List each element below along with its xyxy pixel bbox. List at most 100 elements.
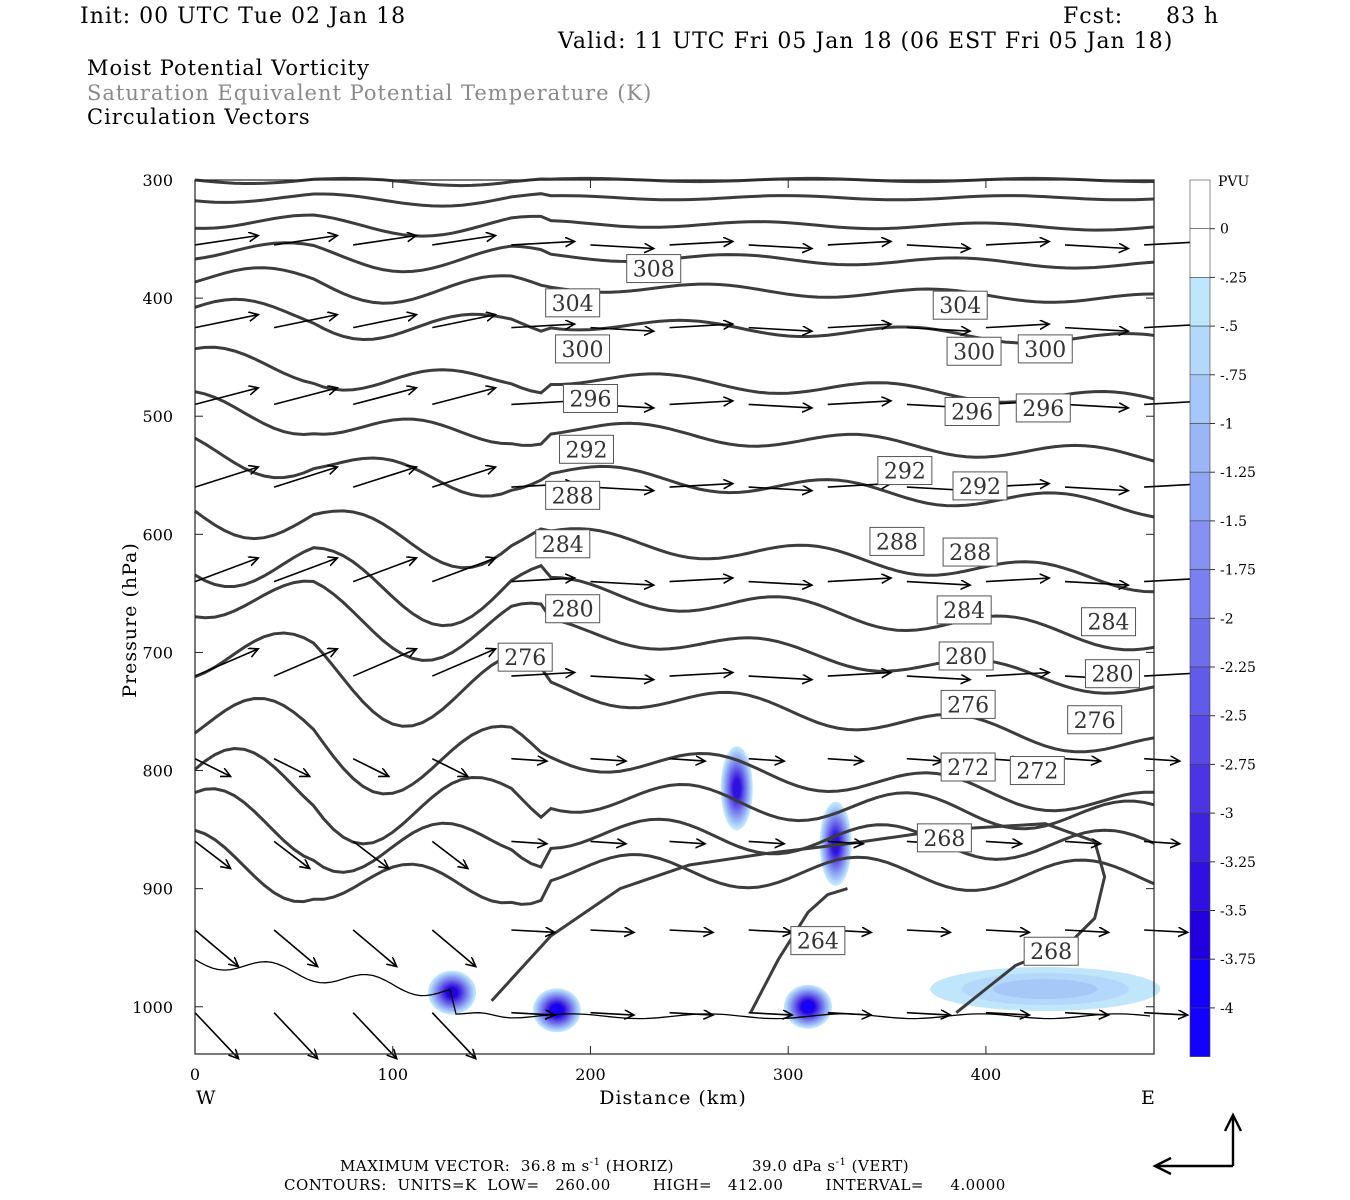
circulation-vector	[748, 582, 812, 586]
circulation-vector	[273, 315, 337, 329]
theta-es-isoline	[194, 213, 1155, 238]
circulation-vector	[985, 1013, 1030, 1015]
colorbar-swatch	[1189, 520, 1211, 570]
contour-label-box	[940, 689, 996, 719]
circulation-vector	[669, 578, 733, 582]
circulation-vector	[511, 241, 574, 245]
colorbar-swatch	[1189, 325, 1211, 376]
circulation-vector	[431, 758, 468, 777]
contour-label-text: 288	[949, 541, 991, 566]
contour-label-box	[1009, 756, 1065, 786]
y-tick-label: 300	[142, 171, 173, 190]
circulation-vector	[352, 388, 416, 406]
contour-label: 272	[940, 752, 996, 782]
contour-label-box	[942, 537, 998, 567]
circulation-vector	[1064, 404, 1128, 408]
theta-es-isoline	[194, 579, 1155, 695]
colorbar-label: -3.25	[1220, 855, 1256, 871]
colorbar-swatch	[1189, 764, 1211, 814]
circulation-vector	[748, 328, 812, 332]
contour-label-box	[559, 434, 615, 464]
circulation-vectors	[194, 236, 1207, 1059]
contour-label-box	[946, 336, 1002, 366]
contour-info-line: CONTOURS: UNITS=K LOW= 260.00 HIGH= 412.…	[284, 1176, 1006, 1194]
circulation-vector	[1064, 841, 1101, 843]
circulation-vector	[985, 578, 1049, 582]
circulation-vector	[511, 930, 555, 932]
circulation-vector	[1064, 759, 1101, 761]
theta-es-isoline	[194, 787, 1155, 874]
y-tick-label: 800	[142, 762, 173, 781]
circulation-vector	[590, 328, 653, 332]
surface-line	[194, 958, 1151, 1020]
reference-vector	[1152, 1112, 1243, 1176]
colorbar-label: -3.5	[1220, 904, 1247, 920]
theta-es-contours	[194, 176, 1155, 1020]
circulation-vector	[827, 401, 891, 405]
contour-label-box	[626, 254, 682, 284]
circulation-vector	[194, 236, 258, 246]
field-title-mpv: Moist Potential Vorticity	[87, 56, 370, 80]
circulation-vector	[273, 929, 318, 967]
circulation-vector	[985, 930, 1030, 932]
circulation-vector	[511, 673, 574, 677]
contour-label: 304	[932, 290, 988, 320]
colorbar-label: -2.5	[1220, 709, 1247, 725]
colorbar-title: PVU	[1218, 174, 1250, 190]
circulation-vector	[511, 1013, 555, 1015]
circulation-vector	[432, 467, 495, 488]
circulation-vector	[906, 328, 970, 332]
contour-label-text: 300	[562, 338, 604, 363]
circulation-vector	[352, 840, 389, 868]
valid-time: Valid: 11 UTC Fri 05 Jan 18 (06 EST Fri …	[558, 29, 1174, 54]
contour-label: 288	[869, 526, 925, 556]
contour-label: 300	[1017, 334, 1073, 364]
colorbar-label: -2.25	[1220, 660, 1256, 676]
y-tick-label: 600	[142, 525, 173, 544]
contour-label-text: 268	[923, 827, 965, 852]
field-title-theta-es: Saturation Equivalent Potential Temperat…	[87, 81, 653, 105]
circulation-vector	[985, 673, 1049, 677]
theta-es-isoline	[194, 192, 1155, 208]
contour-label-box	[936, 595, 992, 625]
circulation-vector	[194, 558, 258, 583]
contour-label-text: 284	[542, 533, 584, 558]
colorbar-swatch	[1189, 812, 1211, 863]
circulation-vector	[273, 467, 337, 488]
contour-label: 280	[1084, 659, 1140, 689]
colorbar-swatch	[1189, 471, 1211, 522]
contour-label-text: 296	[1022, 397, 1064, 422]
contour-label-box	[877, 456, 933, 486]
colorbar-label: -1	[1220, 417, 1234, 433]
contour-label: 292	[952, 471, 1008, 501]
circulation-vector	[352, 649, 416, 677]
circulation-vector	[194, 840, 231, 868]
x-tick-label: 300	[773, 1065, 804, 1084]
circulation-vector	[194, 467, 258, 488]
circulation-vector	[1144, 930, 1188, 932]
circulation-vector	[906, 582, 970, 586]
contour-label-text: 272	[947, 756, 989, 781]
contour-label-box	[555, 334, 611, 364]
contour-label-text: 304	[552, 292, 594, 317]
circulation-vector	[352, 929, 397, 967]
theta-es-isoline	[490, 822, 1107, 1002]
circulation-vector	[1144, 759, 1180, 761]
colorbar-label: -.5	[1220, 319, 1238, 335]
circulation-vector	[273, 1012, 318, 1059]
circulation-vector	[431, 649, 495, 677]
circulation-vector	[669, 1013, 714, 1015]
circulation-vector	[669, 241, 733, 245]
circulation-vector	[1064, 487, 1128, 491]
theta-es-isoline	[194, 631, 1155, 754]
contour-label-box	[790, 926, 846, 956]
circulation-vector	[194, 1012, 239, 1059]
circulation-vector	[273, 236, 337, 246]
circulation-vector	[194, 388, 258, 406]
colorbar: 0 -.25 -.5 -.75 -1 -1.25 -1.5 -1.75 -2 -2.25 -2.5 -…	[1189, 179, 1256, 1057]
contour-label-box	[938, 641, 994, 671]
y-tick-label: 1000	[132, 998, 173, 1017]
max-vector-horiz-label: (HORIZ)	[605, 1157, 674, 1175]
contour-label-box	[562, 384, 618, 413]
pv-minimum-shade	[993, 979, 1098, 1000]
